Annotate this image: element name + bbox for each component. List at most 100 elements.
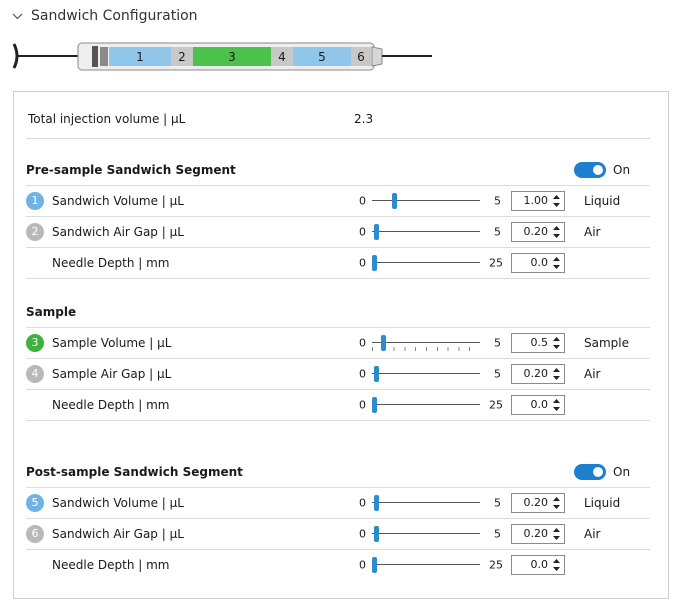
spinbox-value[interactable]: 1.00 [523,193,549,207]
slider-min-label: 0 [359,256,366,269]
parameter-label: Sample Volume | µL [52,335,172,350]
spinbox-value[interactable]: 0.20 [523,366,549,380]
segment-badge: 6 [26,524,44,543]
spin-arrows-icon[interactable] [552,225,561,239]
slider-track[interactable] [372,341,480,343]
spinbox-value[interactable]: 0.0 [530,557,549,571]
value-spinbox[interactable]: 0.20 [511,492,565,513]
value-spinbox[interactable]: 0.5 [511,332,565,353]
spinbox-value[interactable]: 0.20 [523,224,549,238]
value-slider[interactable] [372,365,480,383]
slider-max-label: 5 [494,367,501,380]
value-spinbox[interactable]: 0.20 [511,363,565,384]
slider-max-label: 5 [494,194,501,207]
toggle-knob [593,466,603,477]
toggle-knob [593,164,603,175]
segment-type-label: Liquid [584,495,621,510]
pre-row-3: Needle Depth | mm 0 25 0.0 [26,247,650,279]
segment-type-label: Air [584,224,601,239]
pre-toggle-label: On [613,162,631,177]
slider-min-label: 0 [359,496,366,509]
spin-arrows-icon[interactable] [552,256,561,270]
slider-track[interactable] [372,261,480,263]
slider-track[interactable] [372,230,480,232]
spin-arrows-icon[interactable] [552,336,561,350]
value-slider[interactable] [372,525,480,543]
total-volume-row: Total injection volume | µL 2.3 [26,100,650,139]
slider-track[interactable] [372,532,480,534]
slider-thumb[interactable] [391,192,397,209]
syringe-segment-5 [293,47,351,66]
slider-track[interactable] [372,403,480,405]
slider-track[interactable] [372,372,480,374]
section-header[interactable]: Sandwich Configuration [12,5,198,27]
syringe-segment-label: 2 [178,50,186,64]
needle-depth-label: Needle Depth | mm [52,557,170,572]
value-spinbox[interactable]: 0.0 [511,554,565,575]
sample-row-3: Needle Depth | mm 0 25 0.0 [26,389,650,421]
spin-arrows-icon[interactable] [552,398,561,412]
syringe-segment-label: 3 [228,50,236,64]
slider-thumb[interactable] [372,396,377,413]
syringe-segment-label: 6 [357,50,365,64]
slider-thumb[interactable] [380,334,386,351]
value-slider[interactable] [372,396,480,414]
sample-row-2: 4 Sample Air Gap | µL 0 5 0.20 Air [26,358,650,390]
spin-arrows-icon[interactable] [552,367,561,381]
value-spinbox[interactable]: 0.20 [511,523,565,544]
value-spinbox[interactable]: 1.00 [511,190,565,211]
spin-arrows-icon[interactable] [552,558,561,572]
spinbox-value[interactable]: 0.0 [530,255,549,269]
post-enable-toggle[interactable] [574,463,606,480]
sample-row-1: 3 Sample Volume | µL 0 5 0.5 Sample [26,327,650,359]
spin-arrows-icon[interactable] [552,496,561,510]
slider-thumb[interactable] [372,556,377,573]
spinbox-value[interactable]: 0.5 [530,335,549,349]
segment-badge: 1 [26,191,44,210]
config-panel: Total injection volume | µL 2.3 Pre-samp… [13,91,669,599]
slider-max-label: 5 [494,496,501,509]
value-spinbox[interactable]: 0.0 [511,252,565,273]
value-spinbox[interactable]: 0.20 [511,221,565,242]
pre-row-1: 1 Sandwich Volume | µL 0 5 1.00 Liquid [26,185,650,217]
value-slider[interactable] [372,223,480,241]
parameter-label: Sandwich Air Gap | µL [52,224,184,239]
slider-thumb[interactable] [374,525,380,542]
spinbox-value[interactable]: 0.20 [523,495,549,509]
spinbox-value[interactable]: 0.20 [523,526,549,540]
value-spinbox[interactable]: 0.0 [511,394,565,415]
pre-enable-toggle[interactable] [574,161,606,178]
section-title: Sandwich Configuration [31,8,198,24]
value-slider[interactable] [372,556,480,574]
spin-arrows-icon[interactable] [552,194,561,208]
spinbox-value[interactable]: 0.0 [530,397,549,411]
slider-min-label: 0 [359,527,366,540]
value-slider[interactable] [372,254,480,272]
syringe-segment-6 [351,47,371,66]
slider-track[interactable] [372,501,480,503]
chevron-down-icon[interactable] [12,11,23,22]
slider-thumb[interactable] [372,254,377,271]
spin-arrows-icon[interactable] [552,527,561,541]
parameter-label: Sandwich Volume | µL [52,495,184,510]
slider-thumb[interactable] [374,365,380,382]
pre-row-2: 2 Sandwich Air Gap | µL 0 5 0.20 Air [26,216,650,248]
value-slider[interactable] [372,192,480,210]
pre-section-header: Pre-sample Sandwich Segment On [26,154,650,186]
slider-max-label: 5 [494,336,501,349]
slider-min-label: 0 [359,558,366,571]
slider-thumb[interactable] [374,223,380,240]
slider-min-label: 0 [359,398,366,411]
slider-min-label: 0 [359,336,366,349]
syringe-segment-label: 5 [318,50,326,64]
value-slider[interactable] [372,334,480,352]
slider-track[interactable] [372,563,480,565]
slider-ticks [372,346,480,351]
slider-thumb[interactable] [374,494,380,511]
slider-track[interactable] [372,199,480,201]
value-slider[interactable] [372,494,480,512]
post-toggle-label: On [613,464,631,479]
segment-badge: 3 [26,333,44,352]
syringe-diagram: 1 2 3 4 5 6 [12,42,432,71]
post-section-header: Post-sample Sandwich Segment On [26,456,650,488]
